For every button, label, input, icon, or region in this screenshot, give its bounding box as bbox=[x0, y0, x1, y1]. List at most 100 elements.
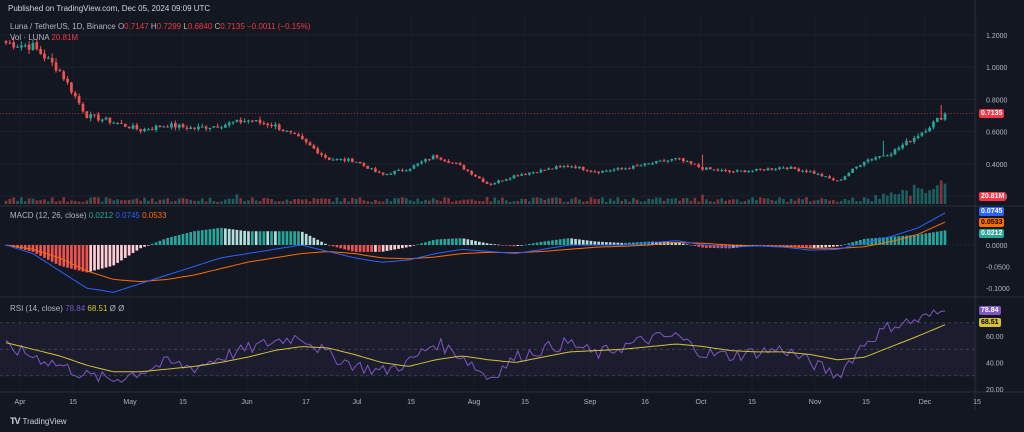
macd-histogram-bar bbox=[277, 231, 281, 245]
volume-bar bbox=[820, 198, 824, 204]
candle-body bbox=[808, 171, 812, 173]
volume-bar bbox=[808, 201, 812, 204]
volume-bar bbox=[855, 201, 858, 204]
volume-bar bbox=[524, 198, 527, 204]
volume-bar bbox=[493, 197, 497, 204]
macd-histogram-bar bbox=[54, 245, 58, 264]
candle-body bbox=[377, 171, 381, 173]
volume-bar bbox=[893, 194, 897, 204]
price-candles[interactable] bbox=[4, 36, 947, 186]
volume-bar bbox=[585, 200, 589, 204]
candle-body bbox=[789, 166, 793, 169]
ohlc-change: −0.0011 (−0.15%) bbox=[247, 22, 311, 31]
volume-bar bbox=[897, 194, 901, 204]
volume-bar bbox=[224, 199, 227, 204]
macd-histogram-bar bbox=[562, 238, 566, 245]
candle-body bbox=[177, 124, 181, 128]
macd-histogram-bar bbox=[481, 242, 485, 245]
candle-body bbox=[220, 127, 223, 129]
volume-bar bbox=[901, 190, 905, 204]
candle-body bbox=[351, 158, 354, 163]
candle-body bbox=[81, 103, 85, 112]
macd-histogram-bar bbox=[870, 238, 874, 245]
macd-histogram-bar bbox=[882, 237, 885, 245]
volume-bar bbox=[435, 199, 439, 204]
macd-histogram-bar bbox=[73, 245, 77, 270]
macd-histogram-bar bbox=[362, 245, 366, 252]
candle-body bbox=[743, 170, 747, 173]
volume-bar bbox=[385, 198, 389, 204]
macd-histogram-bar bbox=[878, 237, 881, 245]
candle-body bbox=[389, 173, 393, 175]
macd-histogram-bar bbox=[855, 241, 858, 245]
candle-body bbox=[566, 165, 570, 167]
volume-bar bbox=[774, 200, 778, 204]
candle-body bbox=[635, 165, 639, 167]
volume-tag: 20.81M bbox=[979, 192, 1007, 201]
macd-histogram-bar bbox=[485, 243, 489, 245]
candle-body bbox=[443, 159, 447, 162]
volume-bar bbox=[97, 197, 100, 204]
macd-histogram-bar bbox=[262, 231, 266, 245]
candle-body bbox=[204, 126, 208, 129]
time-tick-label: 15 bbox=[973, 399, 981, 406]
candle-body bbox=[285, 130, 289, 132]
candle-body bbox=[374, 168, 377, 172]
macd-histogram-bar bbox=[185, 233, 189, 245]
macd-histogram-bar bbox=[354, 245, 358, 252]
candle-body bbox=[504, 179, 508, 181]
macd-histogram-bar bbox=[466, 239, 470, 245]
candle-body bbox=[447, 160, 450, 163]
candle-body bbox=[347, 158, 350, 161]
candle-body bbox=[758, 168, 762, 170]
volume-bar bbox=[43, 199, 46, 204]
volume-bar bbox=[835, 201, 839, 204]
candle-body bbox=[643, 163, 647, 166]
candle-body bbox=[212, 126, 216, 128]
macd-histogram-bar bbox=[766, 245, 770, 246]
volume-bar bbox=[389, 201, 393, 204]
price-tick-label: 0.4000 bbox=[986, 162, 1008, 169]
volume-bar bbox=[816, 199, 820, 204]
candle-body bbox=[454, 162, 458, 164]
candle-body bbox=[189, 127, 193, 130]
candle-body bbox=[200, 126, 204, 128]
volume-bar bbox=[454, 200, 458, 204]
candle-body bbox=[631, 165, 635, 169]
volume-bar bbox=[678, 200, 681, 204]
macd-histogram-bar bbox=[435, 239, 439, 245]
volume-bar bbox=[866, 198, 870, 204]
volume-bar bbox=[651, 199, 654, 204]
volume-bar bbox=[743, 200, 747, 204]
macd-histogram-bar bbox=[300, 231, 304, 245]
macd-histogram-bar bbox=[824, 245, 828, 248]
macd-histogram-bar bbox=[31, 245, 35, 252]
candle-body bbox=[424, 159, 427, 162]
candle-body bbox=[327, 157, 331, 161]
macd-histogram-bar bbox=[812, 245, 816, 249]
candle-body bbox=[343, 159, 347, 161]
tradingview-footer[interactable]: TV TradingView bbox=[10, 416, 67, 426]
candle-body bbox=[558, 166, 562, 168]
time-tick-label: Jul bbox=[353, 399, 362, 406]
macd-histogram-bar bbox=[512, 245, 516, 247]
candle-body bbox=[104, 117, 108, 120]
volume-bar bbox=[20, 197, 23, 204]
candle-body bbox=[270, 124, 273, 127]
volume-bar bbox=[558, 198, 562, 204]
candle-body bbox=[824, 176, 828, 178]
rsi-band bbox=[0, 322, 975, 377]
rsi-pane bbox=[5, 309, 946, 383]
macd-histogram-bar bbox=[805, 245, 808, 249]
volume-bar bbox=[70, 200, 73, 204]
candle-body bbox=[335, 158, 339, 160]
volume-bar bbox=[693, 197, 697, 204]
volume-bar bbox=[458, 200, 462, 204]
macd-histogram-bar bbox=[782, 245, 785, 247]
volume-bar bbox=[239, 198, 243, 204]
macd-histogram-bar bbox=[839, 245, 843, 246]
macd-histogram-bar bbox=[254, 231, 258, 245]
volume-bar bbox=[120, 200, 123, 204]
macd-line bbox=[5, 212, 946, 293]
